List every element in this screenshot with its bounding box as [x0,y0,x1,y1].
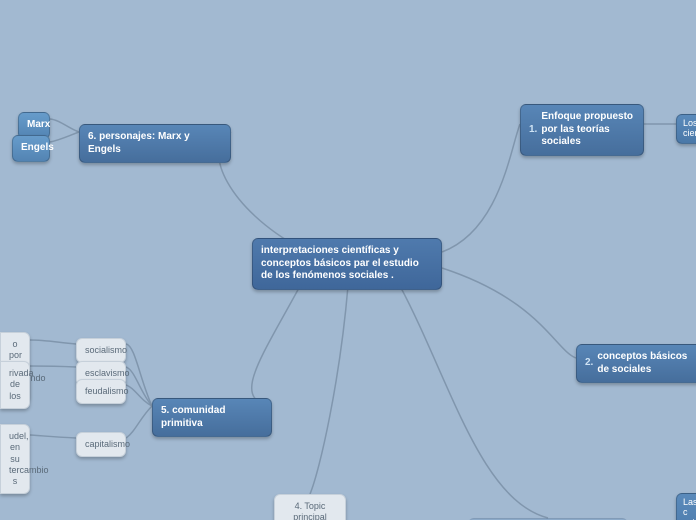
sub-capitalismo[interactable]: capitalismo [76,432,126,457]
sub-engels[interactable]: Engels [12,135,50,162]
edge-right-2[interactable]: Las c estud invest [676,493,696,520]
branch-1[interactable]: 1. Enfoque propuesto por las teorías soc… [520,104,644,156]
sub-engels-text: Engels [21,142,54,153]
sub-socialismo[interactable]: socialismo [76,338,126,363]
sub-marx-text: Marx [27,119,50,130]
central-topic-text: interpretaciones científicas y conceptos… [261,245,419,281]
edge-left-2-text: rivada de los [9,368,34,401]
branch-2-text: conceptos básicos de sociales [597,351,691,376]
branch-5[interactable]: 5. comunidad primitiva [152,398,272,437]
sub-capitalismo-text: capitalismo [85,439,130,449]
branch-1-text: Enfoque propuesto por las teorías social… [541,111,635,149]
branch-6-text: 6. personajes: Marx y Engels [88,131,222,156]
edge-left-3[interactable]: udel, en su tercambio s [0,424,30,494]
edge-right-1[interactable]: Los ciencia [676,114,696,144]
branch-2[interactable]: 2. conceptos básicos de sociales [576,344,696,383]
branch-4-text: 4. Topic principal [293,501,327,520]
edge-right-2-text: Las c estud invest [683,497,696,520]
sub-feudalismo-text: feudalismo [85,386,129,396]
branch-5-text: 5. comunidad primitiva [161,405,263,430]
branch-6[interactable]: 6. personajes: Marx y Engels [79,124,231,163]
edge-right-1-text: Los ciencia [683,118,696,138]
sub-esclavismo-text: esclavismo [85,368,130,378]
central-topic[interactable]: interpretaciones científicas y conceptos… [252,238,442,290]
branch-1-num: 1. [529,124,537,137]
edge-left-2[interactable]: rivada de los [0,361,30,409]
branch-2-num: 2. [585,357,593,370]
branch-4[interactable]: 4. Topic principal [274,494,346,520]
sub-feudalismo[interactable]: feudalismo [76,379,126,404]
sub-socialismo-text: socialismo [85,345,127,355]
mindmap-stage: { "background_color": "#a2b9d1", "connec… [0,0,696,520]
